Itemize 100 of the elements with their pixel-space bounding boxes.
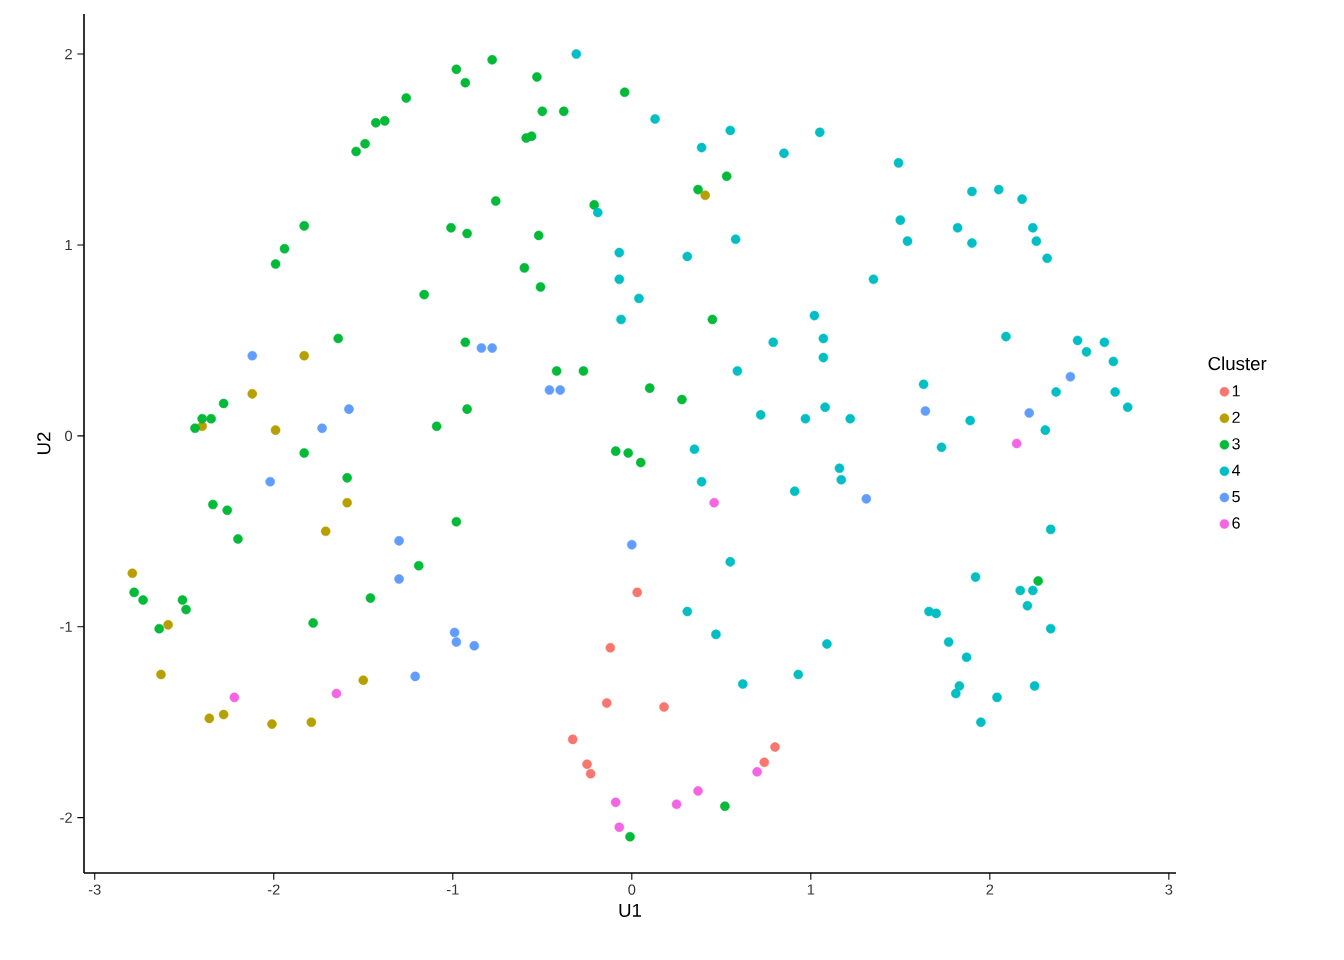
point (344, 404, 354, 414)
point (138, 595, 148, 605)
point (707, 314, 718, 325)
point (537, 106, 548, 117)
point (317, 423, 327, 434)
point (532, 72, 542, 82)
point (360, 139, 370, 149)
point (610, 797, 621, 808)
point (394, 574, 404, 584)
x-axis-title: U1 (619, 903, 642, 917)
point (267, 719, 277, 729)
point (709, 497, 719, 508)
point (533, 230, 544, 241)
point (487, 55, 497, 65)
y-tick-label: 1 (65, 239, 72, 251)
point (247, 350, 258, 361)
point (490, 196, 501, 206)
point (605, 642, 616, 653)
point (451, 516, 462, 527)
point (623, 448, 634, 458)
point (379, 116, 390, 126)
point (299, 350, 309, 361)
legend-label: 6 (1232, 517, 1240, 529)
legend-title: Cluster (1208, 356, 1267, 371)
point (693, 786, 703, 796)
point (1024, 408, 1035, 418)
point (601, 698, 612, 708)
point (181, 604, 191, 615)
point (306, 717, 317, 727)
x-tick-label: 2 (986, 884, 994, 895)
point (320, 526, 331, 537)
point (632, 587, 642, 598)
point (299, 448, 309, 458)
point (582, 759, 592, 769)
point (476, 343, 487, 353)
x-tick-label: 3 (1165, 884, 1173, 895)
point (589, 200, 600, 210)
point (693, 184, 703, 195)
point (229, 692, 240, 703)
x-tick-label: 1 (807, 884, 815, 895)
legend-label: 2 (1232, 411, 1240, 423)
point (659, 702, 669, 712)
point (299, 221, 309, 231)
point (371, 118, 381, 128)
point (351, 146, 361, 157)
point (365, 593, 376, 603)
y-tick-label: -1 (60, 621, 72, 632)
legend-label: 1 (1232, 385, 1240, 397)
point (544, 385, 555, 395)
point (519, 263, 530, 273)
y-tick-label: 2 (65, 48, 72, 60)
point (551, 366, 562, 376)
point (431, 421, 442, 432)
point (270, 425, 281, 435)
point (208, 499, 218, 510)
point (163, 620, 173, 630)
point (555, 385, 565, 395)
point (1065, 371, 1076, 382)
point (567, 734, 578, 745)
point (127, 568, 138, 579)
point (585, 768, 596, 779)
point (920, 406, 931, 416)
point (222, 505, 233, 516)
legend-label: 5 (1232, 491, 1240, 503)
point (487, 343, 497, 353)
point (677, 394, 687, 405)
point (401, 93, 412, 103)
point (462, 228, 472, 239)
point (625, 831, 635, 842)
point (610, 446, 621, 456)
point (342, 473, 352, 483)
point (197, 413, 207, 424)
y-tick-label: 0 (65, 430, 73, 442)
point (558, 106, 569, 117)
point (449, 627, 460, 638)
y-axis-title: U2 (37, 432, 51, 454)
point (460, 337, 471, 348)
point (460, 77, 471, 88)
point (358, 675, 369, 686)
point (129, 587, 139, 598)
point (177, 595, 188, 605)
point (578, 366, 589, 376)
point (446, 222, 456, 233)
point (671, 799, 682, 810)
point (861, 494, 872, 504)
point (752, 767, 762, 777)
point (635, 457, 646, 468)
point (279, 243, 290, 254)
point (247, 389, 258, 399)
point (218, 398, 229, 409)
legend-label: 3 (1232, 438, 1240, 450)
point (451, 64, 462, 75)
point (218, 709, 229, 720)
point (308, 618, 318, 628)
point (627, 539, 637, 550)
point (265, 476, 275, 487)
point (1033, 576, 1043, 586)
point (204, 713, 215, 724)
point (270, 259, 281, 269)
point (190, 423, 200, 434)
